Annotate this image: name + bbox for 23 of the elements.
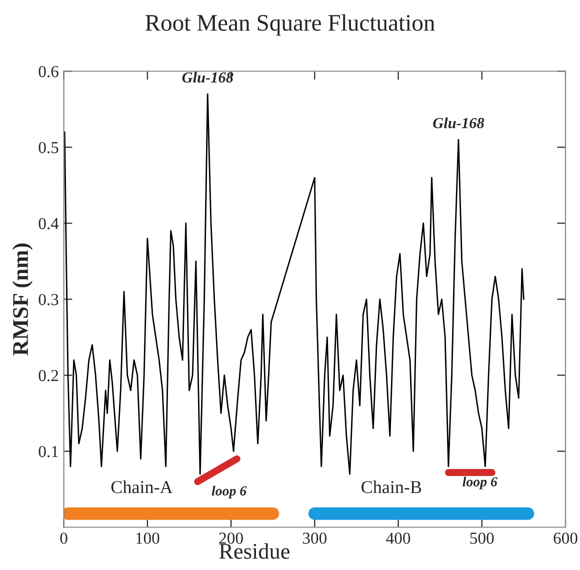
y-tick-label: 0.4 [38, 218, 59, 230]
y-tick-label: 0.3 [38, 294, 58, 306]
x-tick-label: 200 [219, 532, 243, 544]
y-tick-label: 0.1 [38, 446, 58, 458]
x-tick-label: 100 [136, 532, 160, 544]
y-tick-label: 0.6 [38, 66, 58, 78]
series-label: loop 6 [212, 486, 247, 498]
x-tick-label: 500 [470, 532, 494, 544]
series-label: Chain-A [111, 480, 173, 494]
y-axis-title: RMSF (nm) [12, 244, 33, 356]
annotation: Glu-168 [182, 72, 234, 83]
x-tick-label: 400 [386, 532, 410, 544]
series-label: loop 6 [462, 476, 498, 490]
y-tick-label: 0.2 [38, 370, 58, 382]
x-tick-label: 0 [60, 532, 68, 544]
y-tick-label: 0.5 [38, 142, 58, 154]
chart-title: Root Mean Square Fluctuation [145, 14, 435, 36]
line-series [64, 93, 524, 475]
x-tick-label: 300 [302, 532, 327, 544]
x-tick-label: 600 [554, 532, 578, 544]
x-axis-title: Residue [219, 543, 290, 559]
annotation: Glu-168 [433, 117, 484, 128]
series-label: Chain-B [362, 480, 422, 494]
